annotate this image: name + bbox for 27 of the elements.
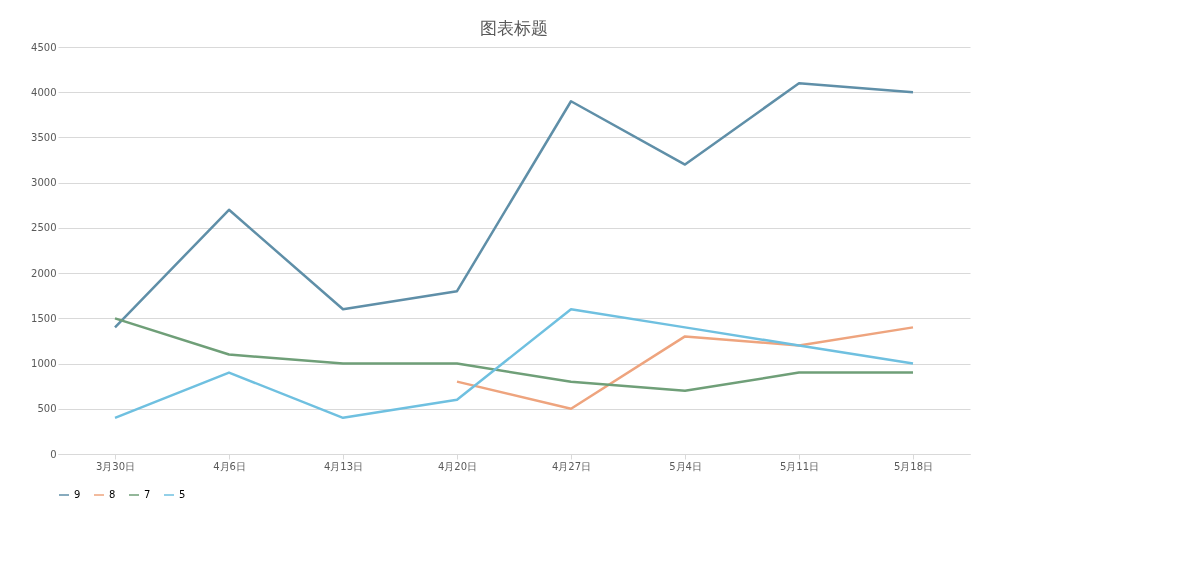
y-tick-label: 3000	[31, 177, 57, 189]
x-tick-label: 5月4日	[669, 460, 702, 472]
y-tick-label: 4500	[31, 41, 57, 53]
x-tick-label: 4月27日	[551, 460, 592, 472]
x-tick-label: 5月18日	[893, 460, 934, 472]
y-tick-label: 1500	[31, 312, 57, 324]
y-tick-label: 2000	[31, 267, 57, 279]
x-tick-label: 4月13日	[323, 460, 364, 472]
y-tick-label: 2500	[31, 222, 57, 234]
legend-label: 5	[179, 489, 186, 500]
x-tick-label: 4月6日	[213, 460, 246, 472]
y-tick-label: 3500	[31, 131, 57, 143]
x-tick-label: 3月30日	[95, 460, 136, 472]
line-series	[113, 81, 915, 329]
legend-label: 8	[109, 489, 116, 500]
y-tick-label: 0	[50, 448, 57, 460]
x-tick-label: 5月11日	[779, 460, 820, 472]
line-series	[113, 308, 915, 420]
y-tick-label: 4000	[31, 86, 57, 98]
y-tick-label: 1000	[31, 358, 57, 370]
y-tick-label: 500	[37, 403, 57, 415]
x-tick-label: 4月20日	[437, 460, 478, 472]
line-series	[455, 326, 915, 411]
legend-label: 7	[144, 489, 151, 500]
line-series	[113, 317, 915, 392]
legend-label: 9	[74, 489, 81, 500]
chart-title: 图表标题	[480, 18, 548, 38]
